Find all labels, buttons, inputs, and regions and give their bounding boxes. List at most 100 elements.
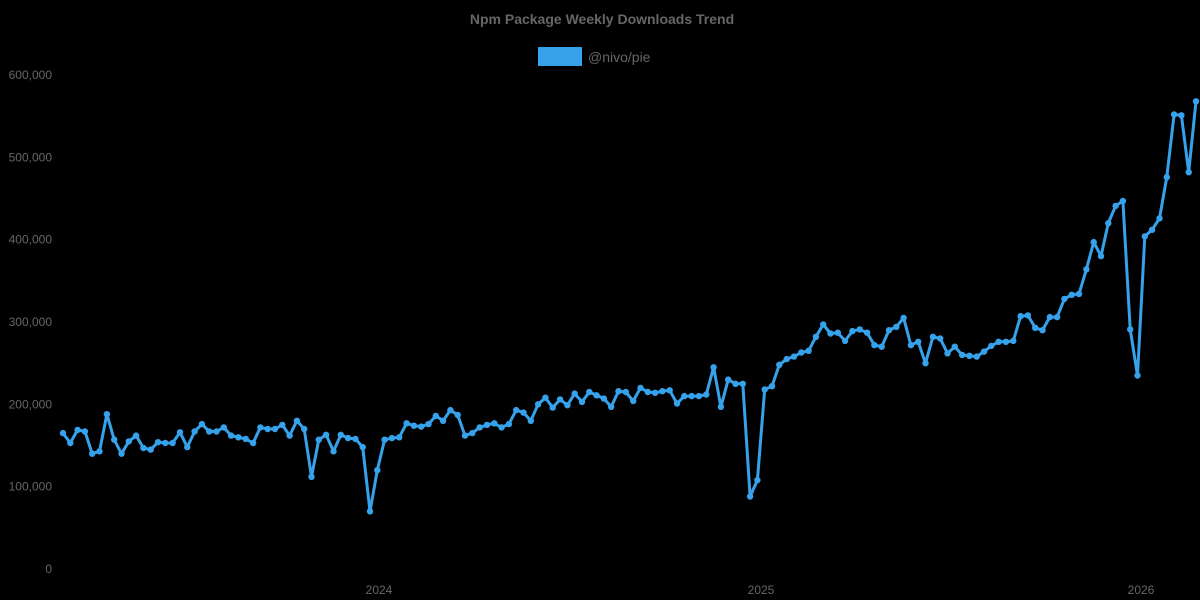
data-point[interactable] [922, 360, 929, 367]
data-point[interactable] [863, 329, 871, 336]
data-point[interactable] [1134, 372, 1141, 379]
data-point[interactable] [834, 329, 841, 336]
data-point[interactable] [907, 341, 915, 349]
data-point[interactable] [1002, 338, 1010, 345]
data-point[interactable] [447, 406, 454, 414]
data-point[interactable] [703, 391, 710, 398]
data-point[interactable] [841, 337, 849, 345]
data-point[interactable] [403, 420, 410, 427]
data-point[interactable] [264, 425, 271, 433]
data-point[interactable] [111, 436, 118, 443]
data-point[interactable] [1039, 327, 1046, 334]
data-point[interactable] [191, 428, 198, 435]
data-point[interactable] [761, 386, 768, 393]
data-point[interactable] [1024, 312, 1032, 319]
data-point[interactable] [279, 421, 286, 429]
data-point[interactable] [593, 392, 600, 399]
data-point[interactable] [732, 380, 739, 387]
data-point[interactable] [1156, 215, 1163, 222]
data-point[interactable] [1017, 313, 1024, 320]
data-point[interactable] [81, 428, 89, 435]
data-point[interactable] [1046, 313, 1054, 321]
data-point[interactable] [1068, 291, 1075, 298]
data-point[interactable] [1141, 233, 1149, 240]
data-point[interactable] [637, 384, 644, 392]
data-point[interactable] [790, 353, 798, 360]
legend[interactable]: @nivo/pie [538, 47, 651, 66]
data-point[interactable] [432, 412, 439, 420]
data-point[interactable] [520, 409, 527, 416]
data-point[interactable] [439, 417, 447, 424]
data-point[interactable] [659, 388, 666, 395]
data-point[interactable] [286, 432, 293, 439]
data-point[interactable] [710, 364, 717, 371]
data-point[interactable] [878, 343, 885, 350]
data-point[interactable] [980, 348, 988, 355]
data-point[interactable] [396, 434, 403, 441]
data-point[interactable] [929, 333, 937, 340]
data-point[interactable] [337, 431, 344, 438]
data-point[interactable] [1075, 290, 1083, 298]
data-point[interactable] [315, 436, 322, 443]
data-point[interactable] [67, 439, 74, 447]
data-point[interactable] [461, 432, 469, 439]
data-point[interactable] [169, 439, 176, 447]
data-point[interactable] [220, 424, 227, 431]
data-point[interactable] [322, 431, 330, 438]
data-point[interactable] [505, 420, 513, 428]
data-point[interactable] [140, 444, 147, 452]
data-point[interactable] [1148, 226, 1156, 233]
data-point[interactable] [849, 327, 856, 335]
data-point[interactable] [856, 326, 863, 333]
data-point[interactable] [352, 435, 359, 443]
data-point[interactable] [96, 448, 103, 455]
data-point[interactable] [1112, 202, 1119, 210]
data-point[interactable] [717, 403, 725, 410]
data-point[interactable] [242, 435, 249, 443]
data-point[interactable] [1010, 337, 1017, 345]
data-point[interactable] [513, 406, 520, 414]
data-point[interactable] [257, 424, 264, 431]
data-point[interactable] [768, 383, 776, 390]
data-point[interactable] [958, 351, 966, 359]
data-point[interactable] [103, 411, 111, 418]
data-point[interactable] [988, 342, 995, 350]
data-point[interactable] [1119, 197, 1127, 205]
data-point[interactable] [608, 403, 615, 410]
data-point[interactable] [651, 389, 659, 396]
data-point[interactable] [885, 327, 893, 334]
data-point[interactable] [198, 420, 206, 428]
data-point[interactable] [1053, 313, 1061, 321]
data-point[interactable] [973, 353, 980, 360]
data-point[interactable] [249, 439, 257, 447]
data-point[interactable] [1083, 266, 1090, 273]
data-point[interactable] [1178, 112, 1185, 119]
data-point[interactable] [630, 397, 637, 405]
data-point[interactable] [125, 438, 132, 445]
data-point[interactable] [1032, 324, 1039, 331]
data-point[interactable] [571, 390, 578, 397]
data-point[interactable] [820, 321, 827, 328]
data-point[interactable] [681, 392, 688, 400]
data-point[interactable] [600, 395, 608, 402]
data-point[interactable] [1097, 252, 1105, 260]
data-point[interactable] [542, 394, 549, 401]
data-point[interactable] [615, 388, 622, 395]
data-point[interactable] [666, 387, 673, 394]
data-point[interactable] [227, 432, 235, 439]
data-point[interactable] [59, 429, 67, 437]
data-point[interactable] [293, 417, 301, 424]
data-point[interactable] [937, 335, 944, 342]
data-point[interactable] [235, 434, 242, 441]
data-point[interactable] [739, 380, 746, 387]
data-point[interactable] [827, 330, 834, 337]
data-point[interactable] [381, 436, 388, 443]
data-point[interactable] [1105, 220, 1112, 227]
data-point[interactable] [805, 347, 812, 354]
data-point[interactable] [308, 473, 315, 480]
data-point[interactable] [754, 476, 761, 484]
data-point[interactable] [147, 446, 154, 453]
data-point[interactable] [366, 508, 374, 515]
data-point[interactable] [206, 428, 213, 435]
data-point[interactable] [995, 338, 1002, 345]
